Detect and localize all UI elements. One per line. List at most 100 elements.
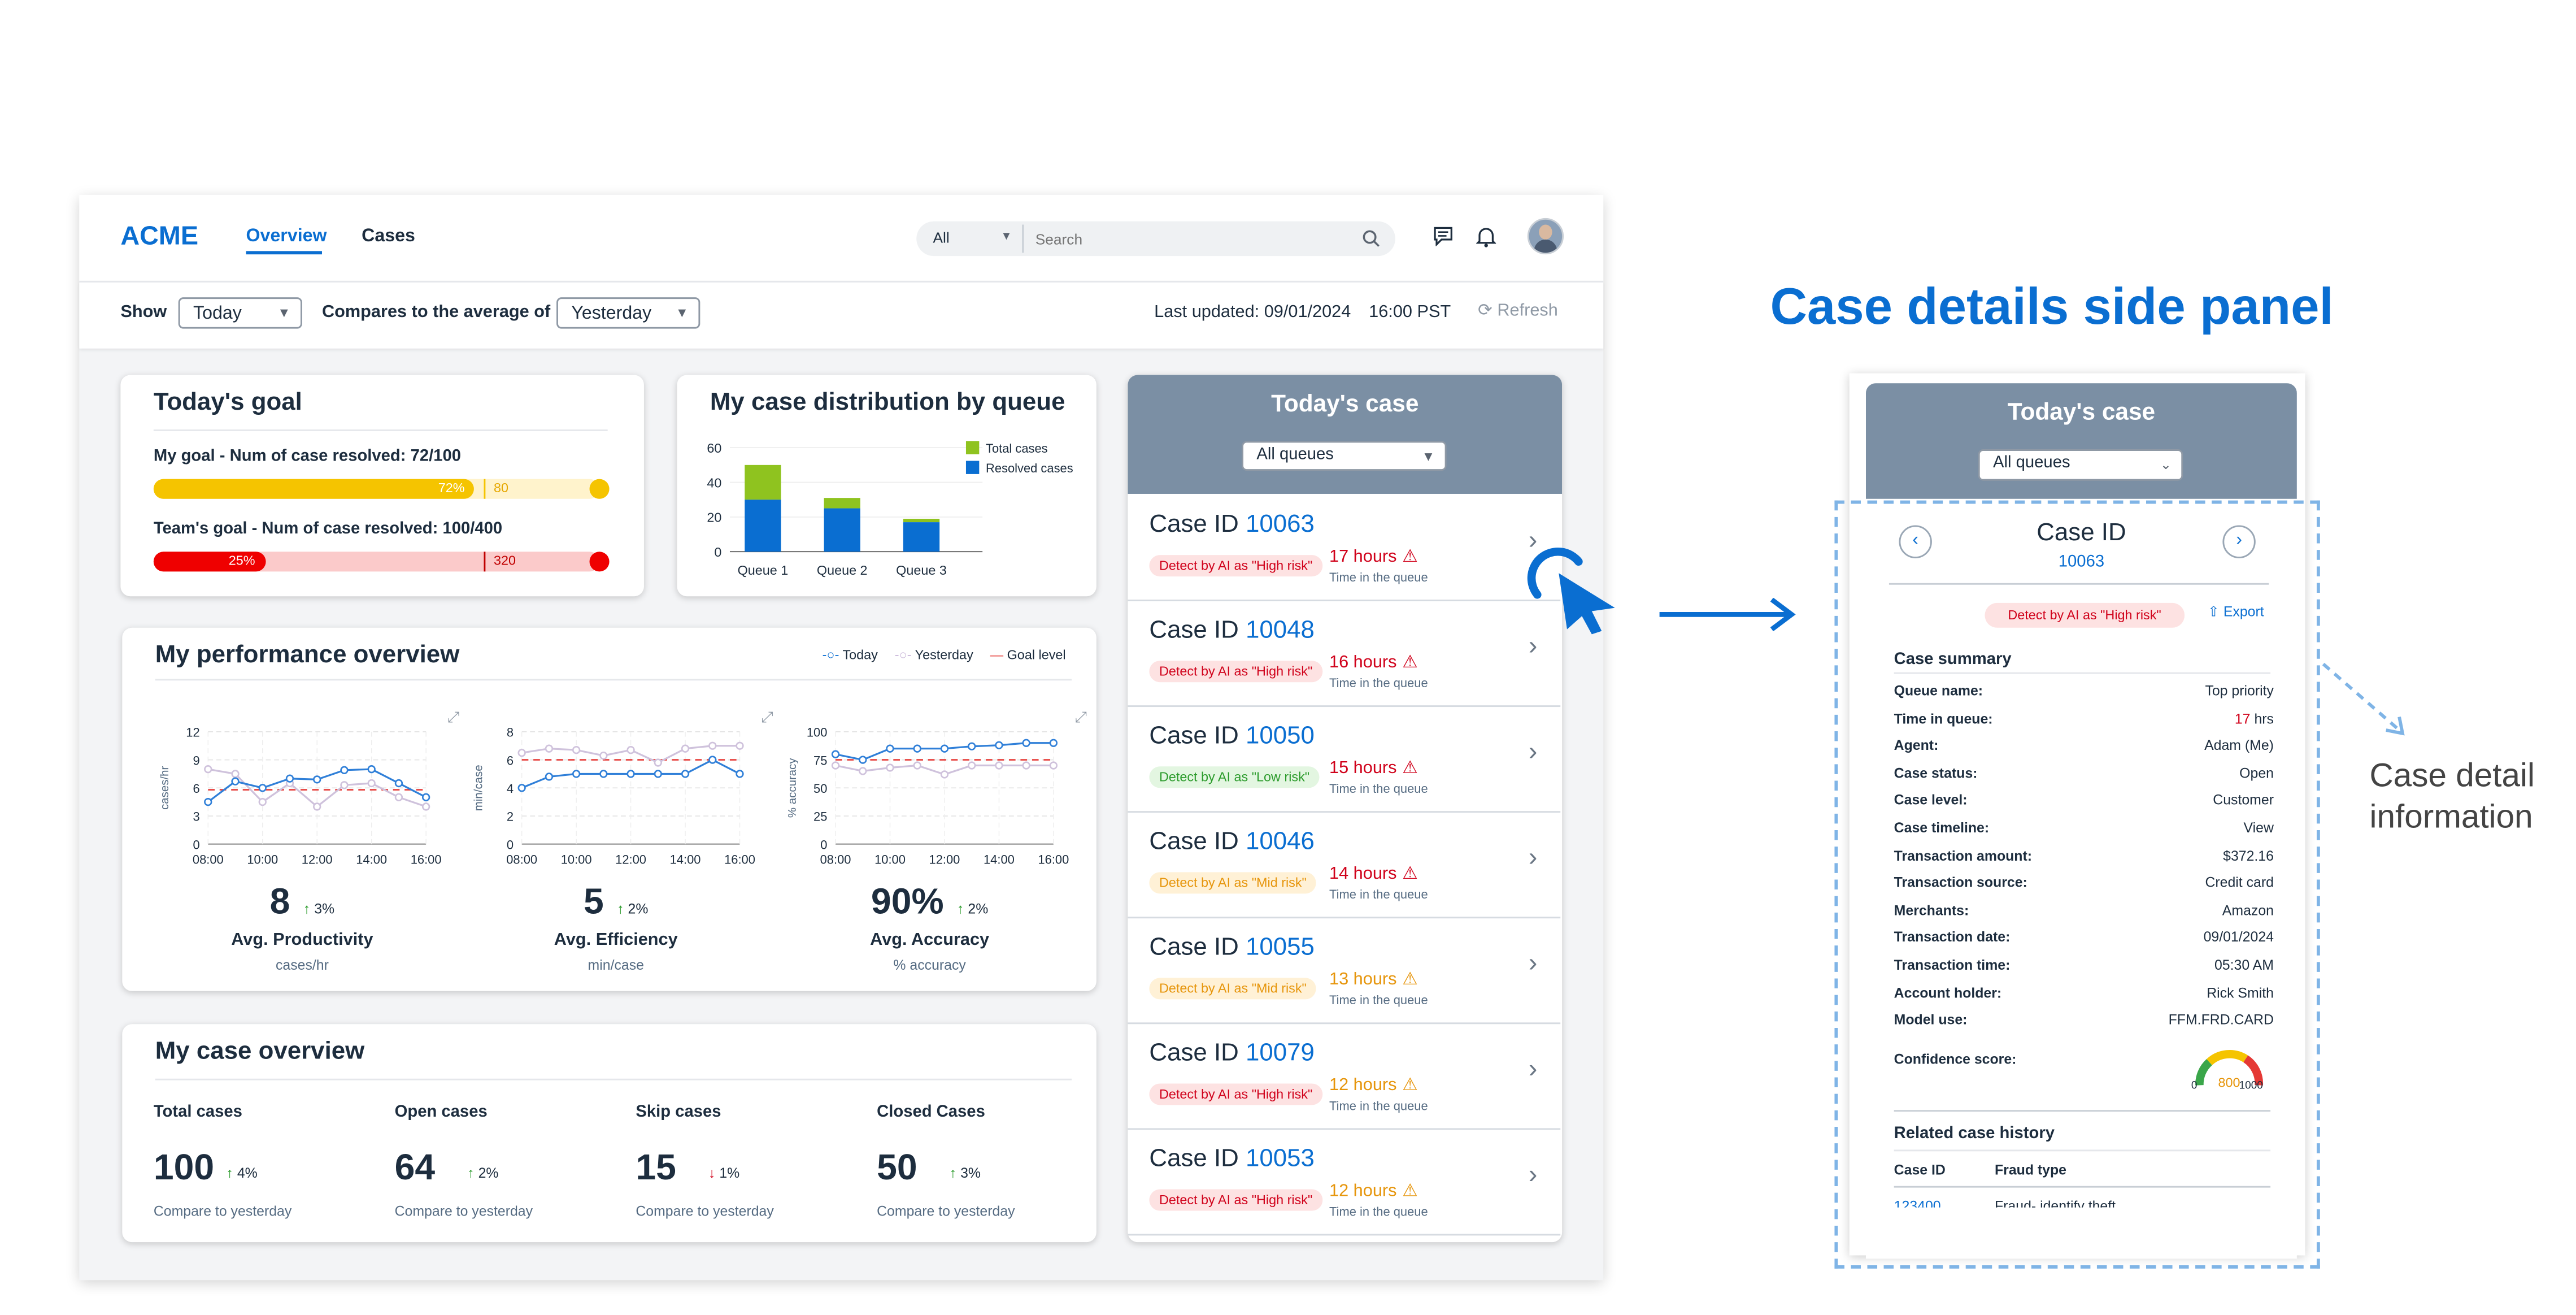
metric-value: 8 [269, 880, 290, 922]
summary-row: Transaction date: 09/01/2024 [1894, 929, 2274, 949]
perf-metric: 5 ↑ 2% [517, 880, 715, 923]
summary-value-text: 05:30 AM [2214, 956, 2274, 973]
export-label: Export [2223, 602, 2264, 620]
case-list-item[interactable]: Case ID 10046 Detect by AI as "Mid risk" 1… [1128, 811, 1561, 919]
expand-icon[interactable]: ⤢ [1075, 709, 1086, 726]
y-tick-label: 3 [193, 810, 199, 824]
time-in-queue: 14 hours ⚠ [1329, 864, 1418, 884]
chevron-right-icon[interactable]: › [1528, 527, 1538, 555]
expand-icon[interactable]: ⤢ [762, 709, 773, 726]
case-list-item[interactable]: Case ID 10048 Detect by AI as "High risk"… [1128, 600, 1561, 708]
risk-tag: Detect by AI as "High risk" [1149, 1189, 1322, 1211]
chevron-right-icon[interactable]: › [1528, 949, 1538, 978]
summary-key: Agent: [1894, 737, 1939, 754]
overview-label: Total cases [153, 1103, 242, 1122]
bell-icon[interactable] [1476, 226, 1496, 248]
summary-row: Time in queue: 17 hrs [1894, 710, 2274, 730]
arrow-up-icon: ↑ [949, 1164, 961, 1181]
queue-filter-select[interactable]: All queues ⌄ [1978, 449, 2183, 481]
my-goal-end-dot [589, 479, 610, 499]
case-list-item[interactable]: Case ID 10053 Detect by AI as "High risk"… [1128, 1128, 1561, 1236]
case-list-item[interactable]: Case ID 10063 Detect by AI as "High risk"… [1128, 494, 1561, 601]
warning-icon: ⚠ [1396, 969, 1418, 989]
legend-today-icon: -○- [822, 647, 839, 663]
case-list-item[interactable]: Case ID 10055 Detect by AI as "Mid risk" 1… [1128, 917, 1561, 1025]
show-select[interactable]: Today ▼ [178, 297, 302, 329]
time-in-queue: 16 hours ⚠ [1329, 653, 1418, 672]
overview-sub: Compare to yesterday [153, 1202, 292, 1219]
compare-select[interactable]: Yesterday ▼ [556, 297, 700, 329]
summary-value: $372.16 [2223, 847, 2274, 863]
refresh-button[interactable]: ⟳ Refresh [1478, 301, 1558, 320]
search-icon[interactable] [1362, 229, 1380, 248]
metric-change-value: 2% [628, 900, 649, 917]
summary-value[interactable]: View [2244, 819, 2274, 836]
case-list-item[interactable]: Case ID 10079 Detect by AI as "High risk"… [1128, 1022, 1561, 1130]
today-point [968, 742, 976, 750]
overview-value: 100 [153, 1146, 215, 1188]
tab-overview[interactable]: Overview [246, 226, 327, 246]
case-id-number[interactable]: 10053 [1245, 1144, 1315, 1173]
chevron-right-icon[interactable]: › [1528, 632, 1538, 661]
x-tick-label: Queue 1 [738, 563, 789, 578]
time-in-queue: 17 hours ⚠ [1329, 547, 1418, 567]
today-point [545, 772, 554, 781]
next-case-button[interactable]: › [2222, 525, 2256, 558]
perf-line-chart: ⤢ 0 25 50 75 100 08:00 10:00 12:00 14:00 16:00 % ac… [786, 709, 1086, 866]
arrow-up-icon: ↑ [303, 900, 315, 917]
chevron-right-icon[interactable]: › [1528, 1055, 1538, 1084]
yesterday-point [831, 761, 840, 770]
case-id-number[interactable]: 10048 [1245, 616, 1315, 644]
tab-cases[interactable]: Cases [362, 226, 415, 246]
case-id-label: Case ID [1149, 510, 1239, 539]
y-tick-label: 0 [820, 837, 827, 852]
y-axis-label: min/case [472, 765, 485, 811]
confidence-label: Confidence score: [1894, 1051, 2017, 1067]
metric-value: 5 [584, 880, 604, 922]
case-id-number[interactable]: 10046 [1245, 827, 1315, 856]
x-tick-label: 14:00 [670, 853, 701, 867]
summary-row: Transaction source: Credit card [1894, 874, 2274, 894]
legend-swatch [965, 441, 980, 454]
case-id-number[interactable]: 10050 [1245, 722, 1315, 750]
y-tick-label: 0 [193, 837, 199, 852]
search-scope-select[interactable]: All [933, 229, 950, 246]
case-id: Case ID 10053 [1149, 1145, 1315, 1173]
today-point [1022, 739, 1030, 747]
overview-change-value: 4% [237, 1164, 258, 1181]
expand-icon[interactable]: ⤢ [447, 709, 459, 726]
summary-value: 05:30 AM [2214, 956, 2274, 973]
acme-logo[interactable]: ACME [120, 223, 199, 251]
summary-value[interactable]: Rick Smith [2207, 984, 2274, 1000]
chevron-right-icon[interactable]: › [1528, 1161, 1538, 1190]
search-bar: All ▼ [916, 221, 1395, 257]
history-title: Related case history [1894, 1125, 2055, 1143]
divider [153, 429, 608, 431]
case-id-number[interactable]: 10079 [1245, 1039, 1315, 1067]
export-button[interactable]: ⇧ Export [2208, 603, 2264, 621]
chevron-right-icon[interactable]: › [1528, 844, 1538, 873]
chat-icon[interactable] [1433, 226, 1453, 246]
avatar[interactable] [1527, 218, 1564, 255]
today-point [517, 784, 526, 792]
summary-value[interactable]: FFM.FRD.CARD [2169, 1011, 2274, 1027]
metric-unit: cases/hr [275, 956, 329, 973]
case-id-number[interactable]: 10055 [1245, 933, 1315, 962]
chevron-down-icon: ⌄ [2160, 457, 2172, 472]
metric-change: ↑ 2% [617, 900, 648, 917]
summary-value-text: $372.16 [2223, 847, 2274, 863]
time-in-queue: 12 hours ⚠ [1329, 1075, 1418, 1095]
search-input[interactable] [1032, 226, 1352, 253]
y-tick-label: 0 [507, 837, 514, 852]
case-list-item[interactable]: Case ID 10050 Detect by AI as "Low risk" 1… [1128, 705, 1561, 813]
previous-case-button[interactable]: ‹ [1899, 525, 1932, 558]
summary-key: Transaction date: [1894, 928, 2011, 946]
chevron-right-icon[interactable]: › [1528, 738, 1538, 767]
case-id-number[interactable]: 10063 [1245, 510, 1315, 539]
summary-key: Account holder: [1894, 983, 2002, 1001]
y-tick-label: 4 [507, 782, 514, 796]
queue-filter-value: All queues [1993, 454, 2070, 472]
yesterday-point [940, 770, 949, 779]
queue-filter-select[interactable]: All queues ▼ [1242, 441, 1447, 471]
summary-value-text: View [2243, 819, 2274, 836]
